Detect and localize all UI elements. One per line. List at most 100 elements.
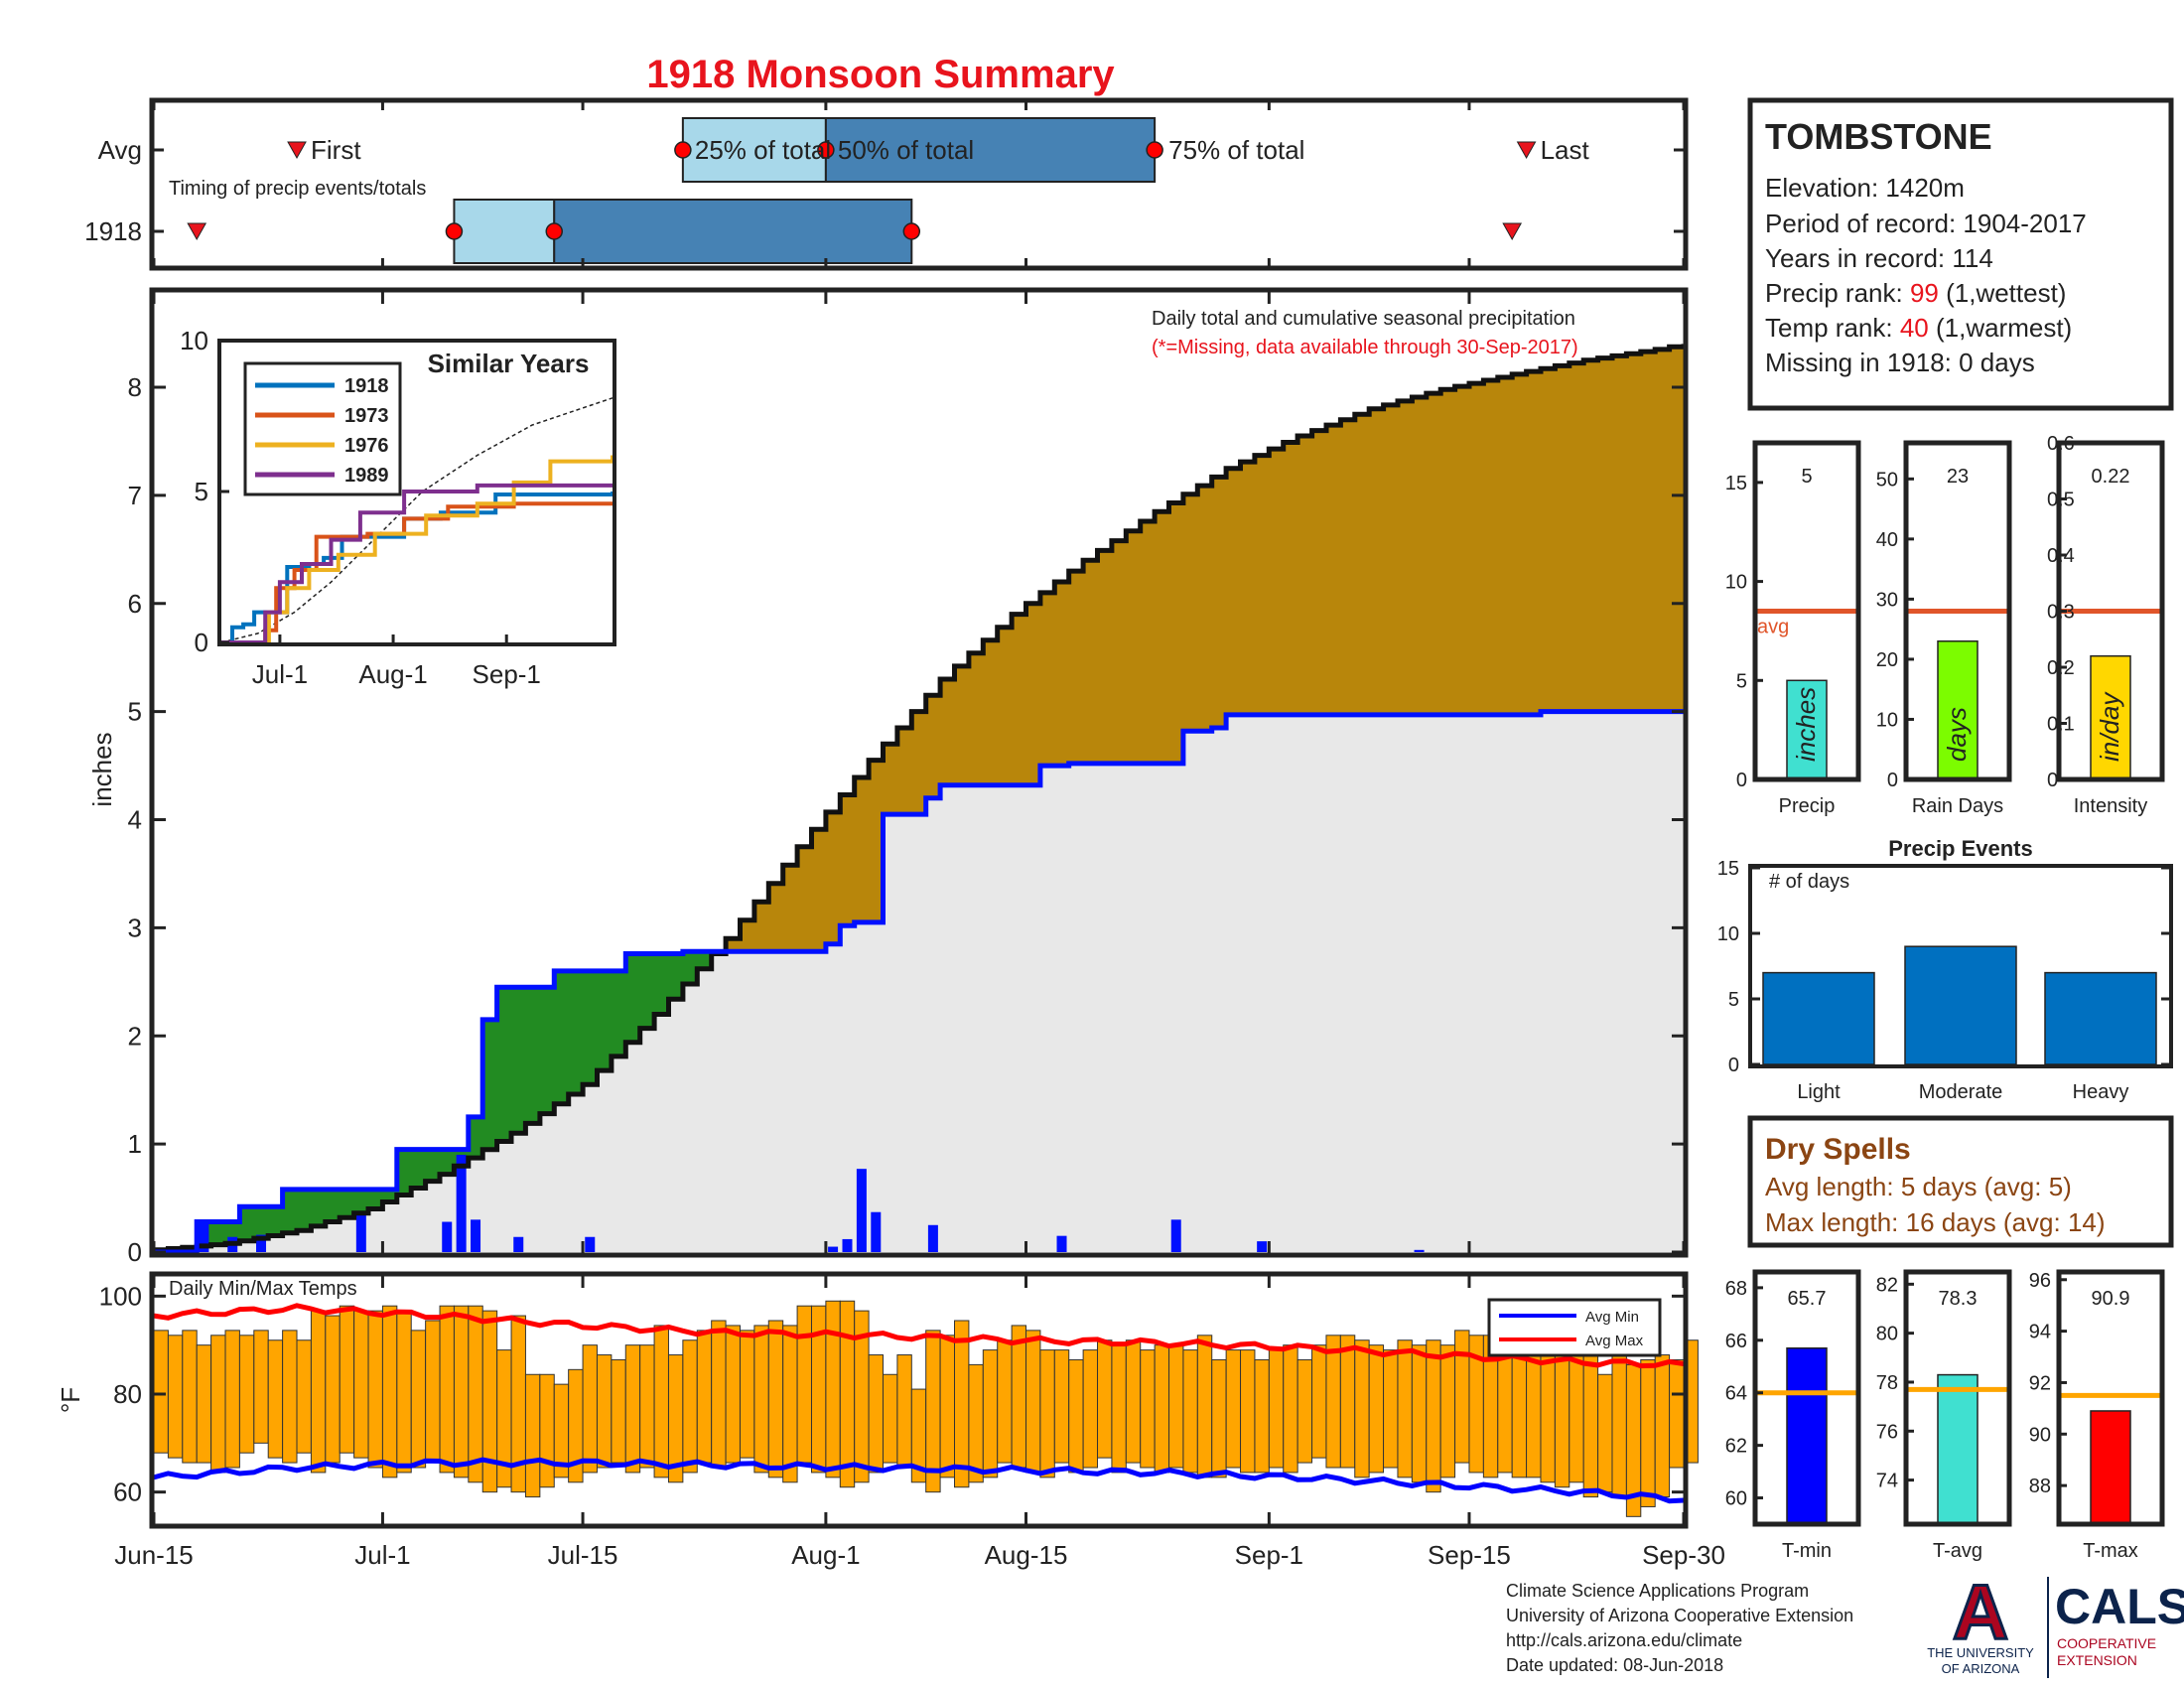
- summary-value: 23: [1947, 466, 1969, 488]
- events-marks: Light Moderate Heavy 0 5 10 15: [1717, 858, 2171, 1103]
- daily-temp-bar: [439, 1305, 455, 1474]
- summary-ytick-label: 50: [1876, 469, 1898, 491]
- similar-years-marks: 0 5 10 Jul-1 Aug-1 Sep-1: [180, 326, 614, 689]
- daily-temp-bar: [639, 1344, 655, 1469]
- temp-summary-panel-t-max: 90.9 88 90 92 94 96 T-max: [2029, 1269, 2165, 1562]
- summary-value: 5: [1801, 466, 1812, 488]
- temps-legend: Avg Min Avg Max: [1487, 1298, 1662, 1357]
- station-missing: Missing in 1918: 0 days: [1765, 348, 2035, 377]
- temp-summary-panel-t-min: 65.7 60 62 64 66 68 T-min: [1725, 1269, 1861, 1562]
- temp-summary-bar: [1937, 1373, 1979, 1525]
- station-years: Years in record: 114: [1765, 243, 1993, 273]
- summary-frame: [1752, 440, 1861, 782]
- daily-temp-bar: [238, 1335, 255, 1454]
- timing-row-year-label: 1918: [84, 216, 142, 246]
- daily-temp-bar: [1254, 1358, 1270, 1474]
- timing-avg-p25-marker: [674, 141, 692, 159]
- cals-logo-line1: COOPERATIVE: [2057, 1635, 2156, 1651]
- temp-summary-frame: [1903, 1269, 2012, 1527]
- cals-logo-text: CALS: [2055, 1579, 2184, 1634]
- daily-temp-bar: [1597, 1373, 1613, 1493]
- timing-markers: First 25% of total 50% of total 75% of tota…: [152, 100, 1686, 268]
- daily-temp-bar: [1097, 1339, 1113, 1459]
- daily-temps-chart: 60 80 100 Jun-15 Jul-1 Jul-15 Aug-1 Aug-15 Sep-1…: [56, 1271, 1725, 1570]
- temp-summary-bar: [2090, 1410, 2131, 1525]
- similar-years-legend: 1918 1973 1976 1989: [243, 361, 402, 496]
- daily-temp-bar: [954, 1320, 970, 1488]
- daily-precip-bar: [856, 1169, 867, 1252]
- daily-temp-bar: [1654, 1354, 1671, 1498]
- precip-summary-panels: 5 inches avg 0 5 10 15 Precip 23 days 0 10 20 30 40 50 R…: [1725, 433, 2165, 817]
- daily-temp-bar: [882, 1373, 898, 1464]
- daily-temp-bar: [339, 1305, 355, 1454]
- temp-summary-ytick-label: 96: [2029, 1270, 2051, 1292]
- summary-ytick-label: 10: [1876, 709, 1898, 731]
- daily-temp-bar: [739, 1330, 755, 1459]
- events-ytick-label: 5: [1728, 989, 1739, 1011]
- summary-bar: [2090, 654, 2131, 780]
- events-ytick-label: 15: [1717, 858, 1739, 880]
- x-axis-label: Jun-15: [114, 1540, 194, 1570]
- daily-temp-bar: [1311, 1344, 1327, 1459]
- daily-temp-bar: [1669, 1358, 1685, 1469]
- cumulative-ytick-label: 1: [128, 1129, 142, 1159]
- daily-temp-bar: [1397, 1339, 1413, 1478]
- summary-ytick-label: 0: [1736, 770, 1747, 791]
- daily-temp-bar: [481, 1310, 498, 1493]
- footer-line1: Climate Science Applications Program: [1506, 1581, 1809, 1601]
- timing-label-p25: 25% of total: [695, 135, 831, 165]
- daily-precip-bar: [1170, 1219, 1181, 1252]
- daily-temp-bar: [1011, 1325, 1027, 1469]
- temp-summary-value: 65.7: [1788, 1288, 1827, 1310]
- daily-temp-bar: [1611, 1349, 1627, 1498]
- temp-summary-ytick-label: 94: [2029, 1322, 2051, 1343]
- daily-precip-bar: [199, 1221, 209, 1252]
- footer-line2: University of Arizona Cooperative Extens…: [1506, 1606, 1853, 1625]
- timing-avg-p75-marker: [1146, 141, 1163, 159]
- timing-label-first: First: [311, 135, 361, 165]
- dry-spells-avg: Avg length: 5 days (avg: 5): [1765, 1172, 2072, 1201]
- summary-bar: [1786, 679, 1828, 780]
- daily-temp-bar: [1082, 1349, 1099, 1469]
- daily-temp-bar: [253, 1330, 269, 1444]
- temp-summary-panels: 65.7 60 62 64 66 68 T-min 78.3 74 76 78 80 82 T-avg 90…: [1725, 1269, 2165, 1562]
- summary-ytick-label: 0: [2047, 770, 2058, 791]
- daily-precip-bar: [355, 1213, 366, 1252]
- cumulative-ytick-label: 7: [128, 481, 142, 510]
- inset-legend-label: 1973: [344, 405, 389, 427]
- daily-temp-bar: [1268, 1349, 1285, 1469]
- daily-temp-bar: [896, 1354, 912, 1469]
- ua-logo-letter: A: [1953, 1568, 2008, 1655]
- daily-precip-bar: [585, 1236, 596, 1252]
- temp-summary-label: T-min: [1782, 1540, 1832, 1562]
- summary-panel-intensity: 0.22 in/day 0 0.1 0.2 0.3 0.4 0.5 0.6 Intensity: [2047, 433, 2165, 817]
- ua-logo-line1: THE UNIVERSITY: [1927, 1645, 2034, 1660]
- event-category-label: Light: [1797, 1081, 1841, 1103]
- daily-temp-bar: [410, 1330, 427, 1469]
- cumulative-ytick-label: 6: [128, 589, 142, 619]
- daily-temps-axes: 60 80 100 Jun-15 Jul-1 Jul-15 Aug-1 Aug-15 Sep-1…: [99, 1274, 1725, 1570]
- inset-xtick-label: Jul-1: [252, 659, 308, 689]
- summary-ytick-label: 0.4: [2047, 545, 2075, 567]
- daily-temp-bar: [1569, 1354, 1584, 1483]
- footer-line3: http://cals.arizona.edu/climate: [1506, 1630, 1742, 1650]
- daily-temp-bar: [524, 1373, 541, 1498]
- temp-summary-ytick-label: 74: [1876, 1471, 1898, 1492]
- precip-events-panel: Precip Events Light Moderate Heavy 0 5 10 15 #…: [1717, 836, 2173, 1103]
- daily-precip-bar: [456, 1155, 467, 1252]
- daily-precip-bar: [927, 1224, 938, 1252]
- cumulative-ytick-label: 3: [128, 913, 142, 942]
- inset-series-1989: [221, 483, 613, 644]
- inset-xtick-label: Aug-1: [358, 659, 427, 689]
- temp-summary-value: 90.9: [2092, 1288, 2130, 1310]
- footer-line4: Date updated: 08-Jun-2018: [1506, 1655, 1723, 1675]
- inset-xtick-label: Sep-1: [473, 659, 541, 689]
- event-bar-heavy: [2044, 971, 2157, 1065]
- daily-temp-bar: [939, 1335, 956, 1478]
- events-ylabel: # of days: [1769, 871, 1849, 893]
- timing-year-q1-box: [453, 199, 556, 264]
- cumulative-ytick-label: 4: [128, 805, 142, 835]
- avg-max-line: [153, 1303, 1685, 1369]
- temp-summary-ytick-label: 88: [2029, 1476, 2051, 1497]
